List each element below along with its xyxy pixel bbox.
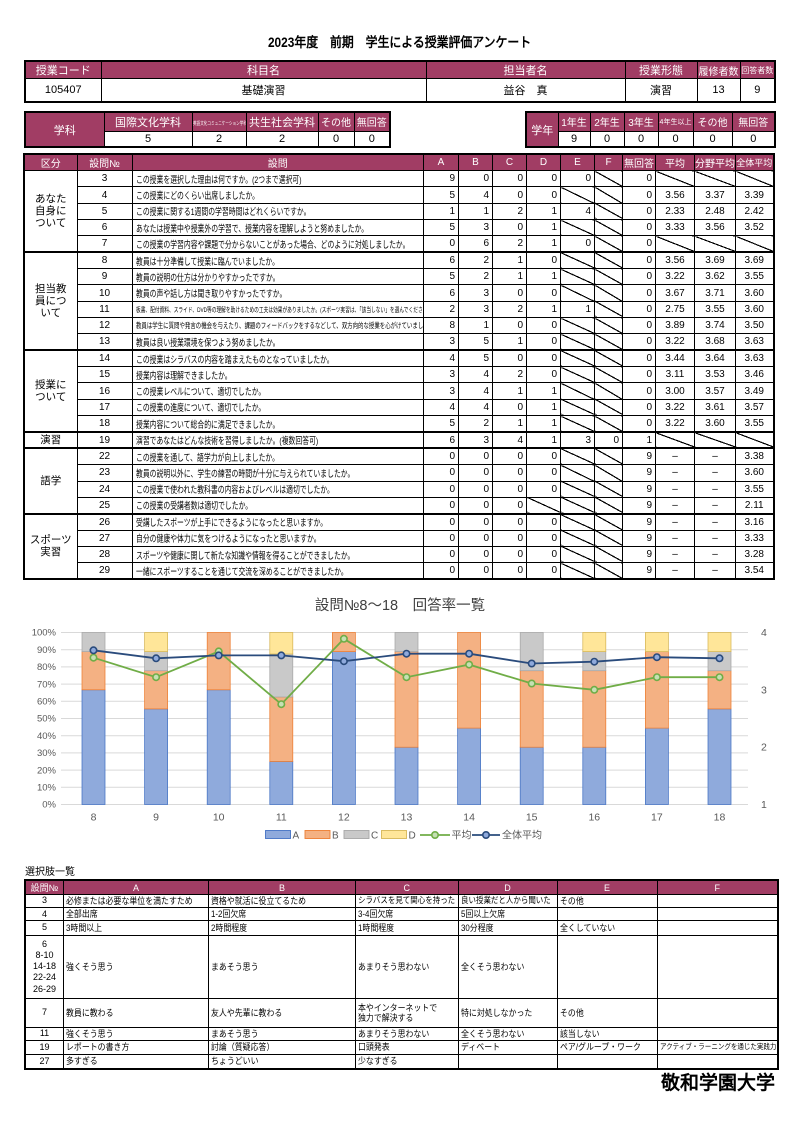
svg-text:A: A [293, 831, 300, 842]
svg-text:3: 3 [761, 684, 767, 696]
svg-text:平均: 平均 [452, 830, 472, 842]
svg-text:80%: 80% [37, 662, 57, 673]
svg-text:1: 1 [761, 799, 767, 811]
svg-text:10: 10 [213, 812, 225, 824]
svg-text:16: 16 [588, 812, 600, 824]
svg-text:8: 8 [91, 812, 97, 824]
svg-text:13: 13 [401, 812, 413, 824]
svg-text:60%: 60% [37, 697, 57, 708]
svg-text:40%: 40% [37, 731, 57, 742]
svg-text:18: 18 [714, 812, 726, 824]
svg-text:30%: 30% [37, 748, 57, 759]
svg-text:全体平均: 全体平均 [502, 829, 542, 842]
svg-text:14: 14 [463, 812, 475, 824]
svg-text:0%: 0% [42, 800, 56, 811]
svg-text:C: C [371, 831, 378, 842]
svg-text:4: 4 [761, 627, 767, 639]
svg-text:2: 2 [761, 742, 767, 754]
svg-text:20%: 20% [37, 765, 57, 776]
svg-text:設問№8～18 回答率一覧: 設問№8～18 回答率一覧 [315, 597, 485, 614]
svg-text:70%: 70% [37, 679, 57, 690]
svg-text:B: B [332, 831, 339, 842]
svg-text:D: D [409, 831, 416, 842]
svg-text:100%: 100% [32, 628, 57, 639]
svg-text:90%: 90% [37, 645, 57, 656]
svg-text:11: 11 [276, 812, 287, 824]
svg-text:17: 17 [651, 812, 663, 824]
svg-text:10%: 10% [37, 783, 57, 794]
svg-text:50%: 50% [37, 714, 57, 725]
svg-text:9: 9 [153, 812, 159, 824]
svg-text:15: 15 [526, 812, 538, 824]
svg-text:12: 12 [338, 812, 350, 824]
